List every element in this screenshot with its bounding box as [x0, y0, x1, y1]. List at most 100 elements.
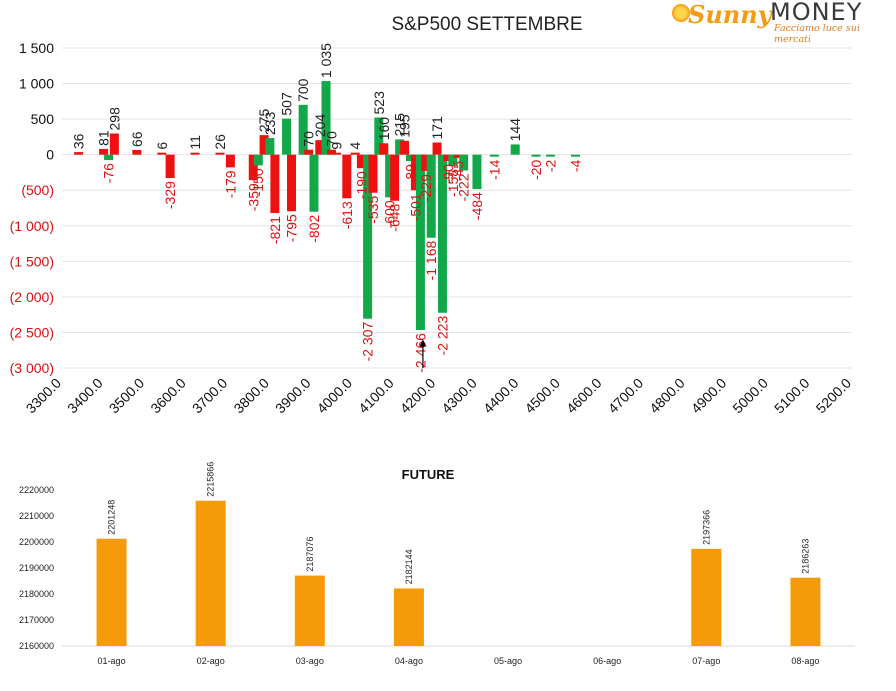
top-data-label: -802 [306, 214, 322, 242]
top-data-label: -648 [387, 204, 403, 232]
future-y-tick-label: 2170000 [19, 615, 54, 625]
top-bar [265, 138, 275, 155]
top-bar [390, 154, 400, 201]
top-bar [74, 152, 84, 155]
top-data-label: 4 [347, 142, 363, 150]
logo-tagline: Facciamo luce sui mercati [774, 23, 860, 45]
top-bar [225, 154, 235, 168]
top-data-label: 160 [376, 117, 392, 141]
top-bar [443, 154, 453, 162]
future-x-tick-label: 08-ago [791, 656, 819, 666]
top-bar [350, 152, 360, 155]
future-bar [691, 548, 722, 646]
top-data-label: 215 [392, 113, 408, 137]
top-data-label: -190 [353, 171, 369, 199]
top-bar [400, 140, 410, 155]
top-y-tick-label: (3 000) [10, 360, 54, 376]
top-y-tick-label: (2 000) [10, 289, 54, 305]
top-data-label: -501 [407, 193, 423, 221]
top-data-label: -613 [339, 201, 355, 229]
future-data-label: 2197366 [701, 510, 711, 545]
future-chart: FUTURE 2220000 2210000 2200000 2190000 21800… [19, 462, 855, 666]
top-bar [190, 152, 200, 155]
top-x-tick-label: 3300.0 [23, 375, 65, 417]
top-data-label: -2 307 [360, 322, 376, 362]
future-data-label: 2187076 [305, 537, 315, 572]
top-bar [165, 154, 175, 179]
future-x-tick-label: 05-ago [494, 656, 522, 666]
top-data-label: -150 [250, 168, 266, 196]
top-bar [304, 149, 314, 155]
top-x-tick-label: 3800.0 [230, 375, 272, 417]
top-x-tick-label: 4400.0 [480, 375, 522, 417]
top-bar [99, 148, 109, 155]
future-bar [294, 575, 325, 646]
top-bar [259, 135, 269, 155]
top-y-tick-label: (1 000) [10, 218, 54, 234]
top-data-label: -76 [101, 163, 117, 183]
future-x-tick-label: 03-ago [296, 656, 324, 666]
top-bar [298, 104, 308, 155]
top-data-label: -484 [469, 192, 485, 220]
top-x-tick-label: 5100.0 [771, 375, 813, 417]
top-bar [326, 149, 336, 155]
top-bar [309, 154, 319, 212]
top-data-label: 507 [279, 92, 295, 116]
top-bar [321, 81, 331, 155]
future-data-label: 2215866 [206, 462, 216, 497]
top-bar [421, 154, 431, 171]
top-data-label: 81 [96, 130, 112, 146]
top-bar [453, 154, 463, 158]
future-y-tick-label: 2220000 [19, 485, 54, 495]
top-y-tick-label: 1 500 [19, 40, 54, 56]
top-data-label: -535 [365, 196, 381, 224]
top-data-label: -329 [162, 181, 178, 209]
logo-brand-sunny: Sunny [688, 0, 772, 29]
top-data-label: 26 [212, 134, 228, 150]
top-data-label: 171 [429, 116, 445, 140]
sunny-money-logo: Sunny MONEY Facciamo luce sui mercati [672, 0, 888, 45]
top-bar [415, 154, 425, 331]
top-x-tick-label: 4200.0 [397, 375, 439, 417]
top-bar [510, 144, 520, 155]
top-x-tick-label: 3900.0 [272, 375, 314, 417]
future-chart-title: FUTURE [402, 467, 455, 482]
top-bar [395, 139, 405, 155]
sun-icon [672, 4, 690, 22]
top-x-tick-label: 3700.0 [189, 375, 231, 417]
future-x-tick-label: 01-ago [98, 656, 126, 666]
top-bar [385, 154, 395, 198]
future-data-label: 2186263 [800, 539, 810, 574]
future-y-tick-label: 2210000 [19, 511, 54, 521]
top-data-label: -222 [456, 173, 472, 201]
top-data-label: 195 [397, 114, 413, 138]
top-data-label: 70 [301, 131, 317, 147]
top-bar [287, 154, 297, 212]
top-data-label: -229 [418, 174, 434, 202]
top-data-label: 6 [154, 142, 170, 150]
top-bar [368, 154, 378, 193]
top-bar [571, 154, 580, 157]
future-x-tick-label: 02-ago [197, 656, 225, 666]
top-x-tick-label: 3600.0 [147, 375, 189, 417]
future-x-tick-label: 06-ago [593, 656, 621, 666]
top-data-label: -2 [543, 159, 559, 172]
top-bar [248, 154, 258, 181]
top-x-tick-label: 4000.0 [314, 375, 356, 417]
top-bar [270, 154, 280, 214]
top-bar [410, 154, 420, 191]
top-data-label: 275 [256, 109, 272, 133]
top-data-label: 523 [371, 91, 387, 115]
top-bar [132, 149, 142, 155]
sp500-settembre-chart: S&P500 SETTEMBRE 1 500 1 000 500 0 (500) (1 0… [10, 14, 855, 417]
top-data-label: 66 [129, 131, 145, 147]
top-data-label: 204 [312, 114, 328, 138]
top-data-label: -45 [450, 161, 466, 181]
top-bar [426, 154, 436, 238]
top-bar [531, 154, 541, 157]
top-data-label: -1 168 [423, 241, 439, 281]
top-data-label: -20 [528, 159, 544, 179]
top-y-tick-label: 1 000 [19, 76, 54, 92]
top-data-label: -600 [382, 200, 398, 228]
top-data-label: -795 [284, 214, 300, 242]
